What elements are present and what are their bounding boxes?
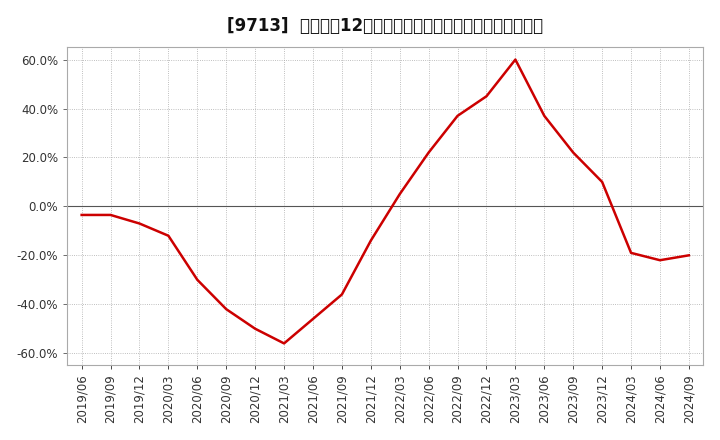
Title: [9713]  売上高の12か月移動合計の対前年同期増減率の推移: [9713] 売上高の12か月移動合計の対前年同期増減率の推移 bbox=[228, 17, 544, 35]
